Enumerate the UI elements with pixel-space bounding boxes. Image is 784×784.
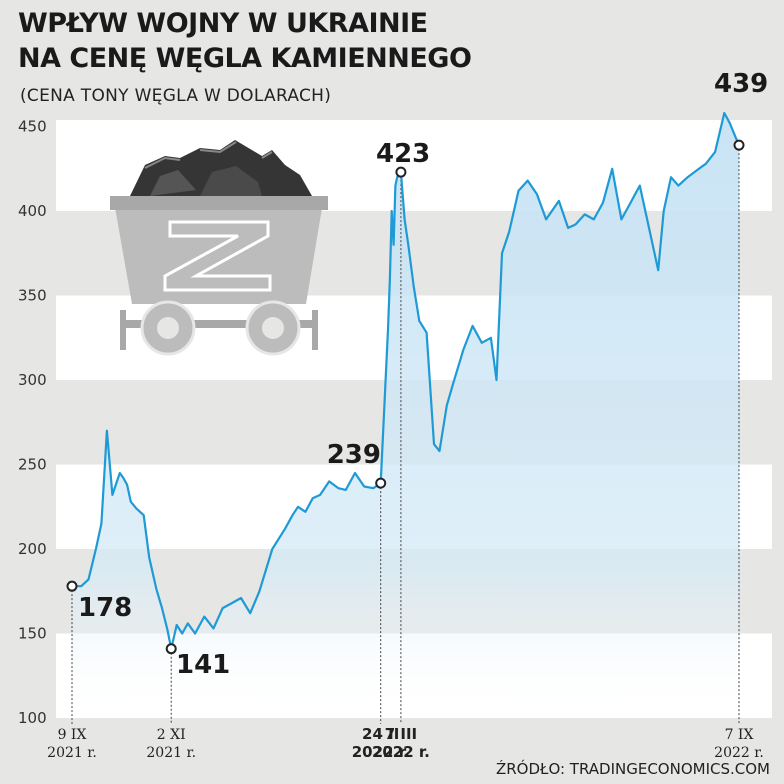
y-tick-label: 150 [18,625,47,643]
y-tick-label: 100 [18,709,47,727]
y-tick-label: 250 [18,456,47,474]
value-callout: 239 [327,440,381,470]
y-tick-label: 350 [18,287,47,305]
value-callout: 141 [176,650,230,680]
value-callout: 423 [376,139,430,169]
x-tick-year-label: 2021 r. [146,745,196,761]
data-point-marker [733,139,745,151]
value-callout: 178 [78,593,132,623]
source-note: ŹRÓDŁO: TRADINGECONOMICS.COM [495,760,770,778]
x-tick-label: 7 III [385,725,417,743]
chart-subtitle: (CENA TONY WĘGLA W DOLARACH) [20,86,332,106]
x-tick-year-label: 2022 r. [372,743,430,761]
x-tick-year-label: 2021 r. [47,745,97,761]
date-marker-lines [71,145,740,724]
chart-title-line-1: WPŁYW WOJNY W UKRAINIE [18,8,428,39]
y-axis-labels: 100 150 200 250 300 350 400 450 [18,118,47,728]
y-tick-label: 400 [18,202,47,220]
y-tick-label: 450 [18,118,47,136]
coal-mine-cart-icon [110,140,328,356]
x-tick-label: 2 XI [157,727,186,743]
data-point-marker [375,477,387,489]
value-callout: 439 [714,69,768,99]
chart-title: WPŁYW WOJNY W UKRAINIE NA CENĘ WĘGLA KAM… [18,6,472,76]
x-tick-label: 24 II [362,725,399,743]
x-tick-label: 9 IX [58,727,87,743]
annotation-markers: 178 141 239 423 439 [66,69,768,680]
price-line [72,111,741,650]
price-area [72,113,739,718]
data-point-marker [165,643,177,655]
data-point-marker [66,580,78,592]
chart-title-line-2: NA CENĘ WĘGLA KAMIENNEGO [18,43,472,74]
y-tick-label: 200 [18,540,47,558]
x-tick-label: 7 IX [725,727,754,743]
x-tick-year-label: 2022 r. [714,745,764,761]
x-tick-year-label: 2022 r. [352,743,410,761]
y-tick-label: 300 [18,371,47,389]
data-point-marker [395,166,407,178]
